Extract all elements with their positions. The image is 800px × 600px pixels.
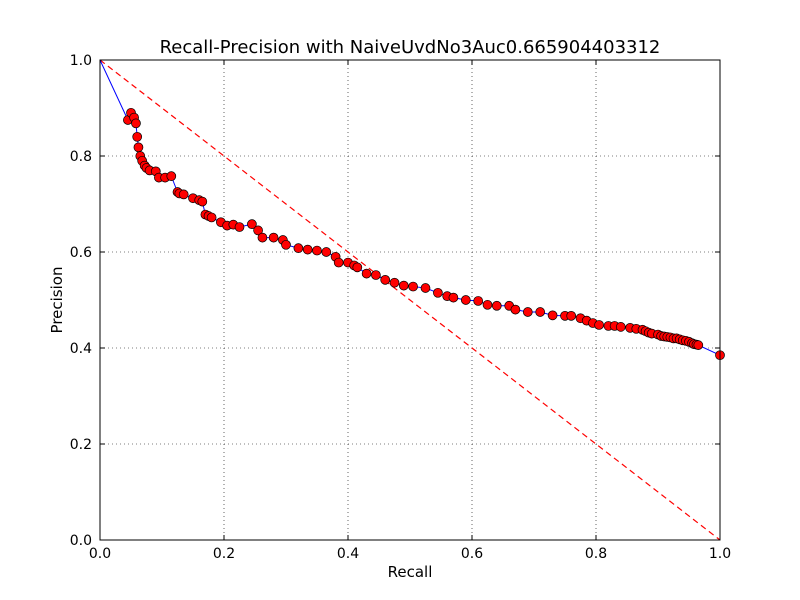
data-point: [460, 295, 471, 305]
data-point: [594, 320, 604, 330]
y-tick-label: 0.8: [70, 149, 92, 165]
data-point-markers: [123, 107, 725, 361]
data-point: [133, 142, 144, 153]
data-point: [361, 268, 372, 279]
data-point: [547, 310, 558, 321]
data-point: [448, 292, 459, 303]
plot-frame: [99, 59, 721, 541]
data-point: [380, 274, 391, 285]
y-axis-label: Precision: [48, 267, 66, 334]
data-point: [615, 322, 626, 332]
data-point: [197, 196, 208, 207]
chart-title: Recall-Precision with NaiveUvdNo3Auc0.66…: [160, 37, 661, 58]
y-tick-label: 0.6: [70, 245, 92, 261]
data-point: [522, 307, 533, 317]
data-point: [206, 212, 217, 223]
data-point: [166, 171, 177, 182]
data-point: [398, 280, 409, 291]
x-tick-labels: 0.0 0.2 0.4 0.6 0.8 1.0: [89, 546, 731, 562]
data-point: [510, 304, 521, 315]
x-tick-label: 1.0: [709, 546, 731, 562]
data-point: [302, 244, 313, 255]
data-point: [491, 300, 502, 311]
data-point: [281, 239, 291, 250]
curve-line: [99, 59, 721, 356]
data-point: [420, 283, 431, 293]
data-point: [371, 270, 381, 280]
precision-recall-curve: [99, 59, 721, 356]
data-point: [473, 296, 484, 306]
data-point: [257, 232, 268, 243]
data-point: [566, 310, 577, 321]
data-point: [268, 232, 279, 243]
data-point: [178, 189, 189, 200]
data-point: [433, 287, 443, 298]
data-point: [234, 222, 245, 232]
data-point: [132, 131, 143, 142]
diagonal-line: [99, 59, 721, 541]
x-tick-label: 0.0: [89, 546, 111, 562]
data-point: [131, 118, 141, 129]
x-tick-label: 0.4: [337, 546, 359, 562]
y-tick-labels: 0.0 0.2 0.4 0.6 0.8 1.0: [70, 53, 92, 549]
data-point: [482, 299, 493, 310]
data-point: [321, 247, 332, 257]
axis-ticks: [99, 59, 721, 541]
x-tick-label: 0.8: [585, 546, 607, 562]
y-tick-label: 0.4: [70, 341, 92, 357]
data-point: [253, 225, 263, 236]
diagonal-reference-line: [99, 59, 721, 541]
data-point: [293, 243, 304, 254]
data-point: [389, 277, 400, 288]
y-tick-label: 0.0: [70, 533, 92, 549]
x-tick-label: 0.2: [213, 546, 235, 562]
x-tick-label: 0.6: [461, 546, 483, 562]
data-point: [333, 257, 344, 268]
data-point: [535, 307, 546, 317]
y-tick-label: 1.0: [70, 53, 92, 69]
data-point: [352, 262, 363, 273]
data-point: [247, 219, 257, 230]
data-point: [312, 245, 322, 256]
x-axis-label: Recall: [388, 563, 433, 581]
data-point: [693, 340, 704, 350]
data-point: [408, 281, 418, 292]
y-tick-label: 0.2: [70, 437, 92, 453]
